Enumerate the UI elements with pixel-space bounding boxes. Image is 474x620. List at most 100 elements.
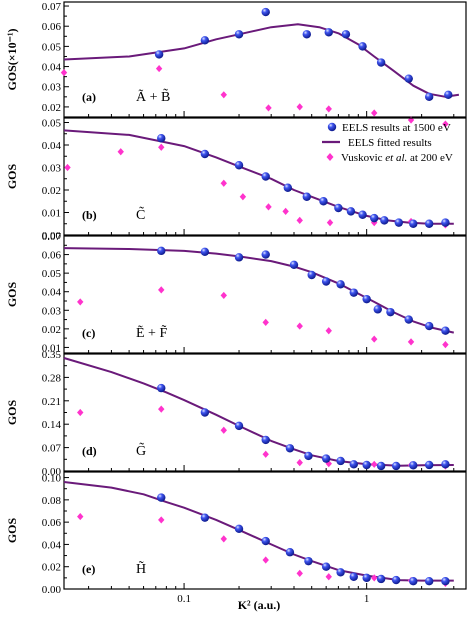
vuskovic-point bbox=[296, 216, 303, 224]
vuskovic-point bbox=[265, 203, 272, 211]
vuskovic-point bbox=[155, 64, 163, 73]
eels-point bbox=[409, 577, 418, 586]
vuskovic-point bbox=[262, 556, 269, 564]
eels-point bbox=[234, 30, 244, 39]
eels-point bbox=[424, 92, 434, 102]
vuskovic-point bbox=[77, 298, 84, 306]
eels-point bbox=[404, 74, 413, 83]
legend-vuskovic-suffix: at 200 eV bbox=[407, 152, 453, 164]
eels-point bbox=[319, 197, 328, 206]
eels-point bbox=[409, 461, 418, 470]
vuskovic-point bbox=[296, 322, 303, 330]
eels-point bbox=[391, 461, 401, 471]
eels-point bbox=[285, 444, 295, 453]
state-label: C̃ bbox=[136, 206, 145, 223]
eels-point bbox=[424, 321, 434, 331]
panel-label: (a) bbox=[82, 90, 96, 104]
eels-point bbox=[261, 250, 270, 259]
legend-vuskovic-marker bbox=[326, 153, 334, 161]
vuskovic-point bbox=[77, 408, 84, 417]
eels-point bbox=[444, 90, 453, 100]
eels-point bbox=[200, 149, 210, 159]
panel-label: (b) bbox=[82, 208, 97, 222]
eels-point bbox=[349, 460, 358, 469]
y-tick-label: 0.00 bbox=[42, 584, 62, 596]
eels-point bbox=[234, 524, 244, 534]
eels-point bbox=[376, 58, 386, 67]
legend-eels-marker bbox=[327, 122, 337, 132]
legend-item-eels: EELS results at 1500 eV bbox=[327, 122, 451, 134]
eels-point bbox=[373, 305, 382, 314]
panel-frame bbox=[63, 117, 467, 236]
y-tick-label: 0.14 bbox=[42, 419, 62, 431]
vuskovic-point bbox=[158, 516, 165, 524]
vuskovic-point bbox=[262, 318, 269, 326]
eels-point bbox=[341, 30, 351, 39]
state-label: H̃ bbox=[136, 560, 146, 577]
eels-point bbox=[441, 577, 450, 586]
legend-eels-label: EELS results at 1500 eV bbox=[342, 122, 451, 134]
panel-frame bbox=[63, 1, 467, 118]
eels-point bbox=[404, 315, 413, 324]
panel-3: 0.00 0.07 0.14 0.21 0.28 0.35 GOS (d) G̃ bbox=[5, 349, 467, 478]
legend-fit-label: EELS fitted results bbox=[348, 137, 432, 149]
state-label: Ã + B̃ bbox=[136, 88, 170, 105]
vuskovic-point bbox=[325, 460, 332, 468]
eels-point bbox=[376, 574, 386, 584]
eels-point bbox=[370, 213, 379, 223]
eels-point bbox=[200, 247, 210, 256]
vuskovic-point bbox=[158, 286, 165, 294]
fit-curve bbox=[63, 357, 454, 467]
y-tick-label: 0.07 bbox=[42, 443, 62, 455]
x-axis: K² (a.u.) 0.1 1 bbox=[177, 593, 369, 612]
eels-point bbox=[358, 42, 367, 51]
eels-point bbox=[304, 451, 313, 461]
vuskovic-point bbox=[325, 327, 332, 335]
legend-item-vuskovic: Vuskovic et al. at 200 eV bbox=[326, 152, 453, 164]
vuskovic-point bbox=[442, 341, 449, 349]
eels-point bbox=[324, 28, 333, 37]
y-tick-label: 0.01 bbox=[42, 342, 61, 354]
y-tick-label: 0.10 bbox=[42, 473, 62, 485]
vuskovic-point bbox=[325, 573, 332, 581]
y-tick-label: 0.05 bbox=[42, 41, 62, 53]
y-tick-label: 0.04 bbox=[42, 62, 62, 74]
vuskovic-point bbox=[64, 163, 71, 172]
eels-point bbox=[441, 326, 450, 335]
fit-curve bbox=[63, 129, 454, 225]
vuskovic-point bbox=[442, 120, 449, 128]
panel-label: (e) bbox=[82, 562, 95, 576]
vuskovic-point bbox=[296, 569, 303, 577]
eels-point bbox=[200, 408, 210, 417]
y-tick-label: 0.05 bbox=[42, 268, 62, 280]
y-tick-label: 0.05 bbox=[42, 118, 62, 130]
vuskovic-point bbox=[371, 335, 378, 343]
y-tick-label: 0.08 bbox=[42, 495, 62, 507]
eels-point bbox=[362, 294, 371, 304]
eels-point bbox=[157, 383, 166, 393]
eels-point bbox=[307, 270, 316, 280]
eels-point bbox=[157, 246, 166, 256]
y-tick-label: 0.02 bbox=[42, 185, 61, 197]
legend-item-fit: EELS fitted results bbox=[322, 137, 432, 149]
legend-vuskovic-label: Vuskovic et al. at 200 eV bbox=[341, 152, 453, 164]
legend-vuskovic-italic: et al. bbox=[385, 152, 407, 164]
panel-2: 0.01 0.02 0.03 0.04 0.05 0.06 0.07 GOS (c) Ẽ + F̃ bbox=[5, 231, 467, 354]
eels-point bbox=[200, 36, 210, 45]
eels-point bbox=[441, 460, 450, 469]
eels-point bbox=[394, 218, 404, 227]
eels-point bbox=[304, 556, 313, 566]
eels-point bbox=[261, 536, 270, 546]
vuskovic-point bbox=[407, 338, 415, 346]
eels-point bbox=[157, 493, 166, 502]
y-tick-label: 0.03 bbox=[42, 163, 62, 175]
vuskovic-point bbox=[220, 291, 227, 300]
state-label: G̃ bbox=[136, 442, 146, 459]
y-tick-label: 0.00 bbox=[42, 466, 62, 478]
y-tick-label: 0.01 bbox=[42, 208, 61, 220]
eels-point bbox=[424, 577, 434, 586]
fit-curve bbox=[63, 481, 454, 582]
vuskovic-point bbox=[296, 103, 303, 111]
vuskovic-point bbox=[371, 460, 378, 468]
